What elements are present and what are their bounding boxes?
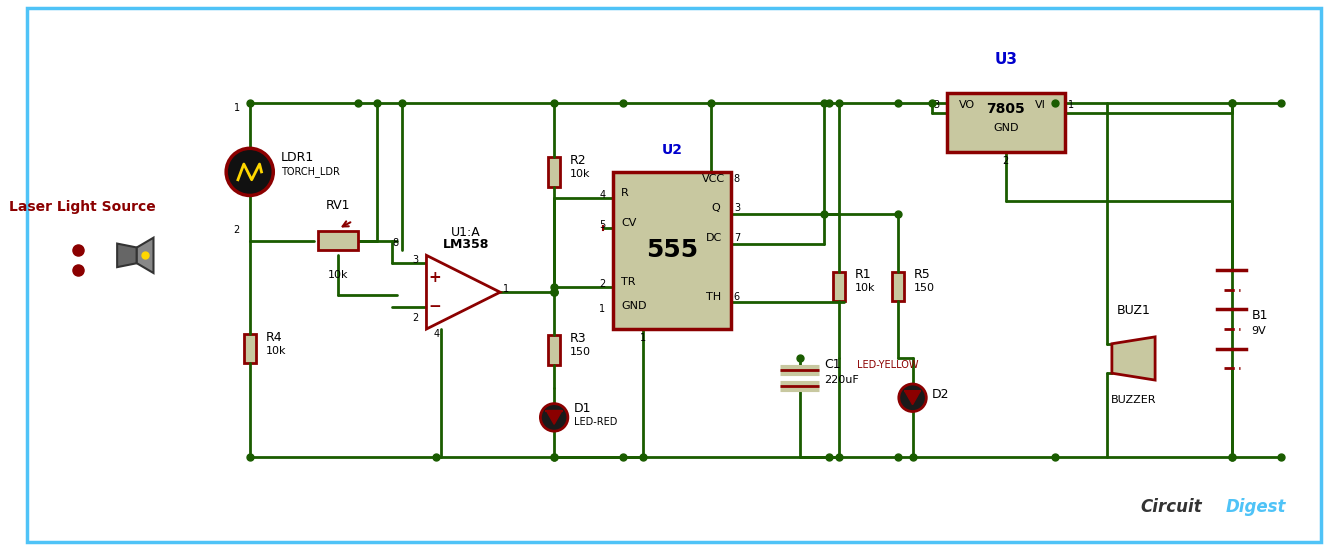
- Text: D2: D2: [932, 388, 949, 401]
- Text: R3: R3: [569, 332, 587, 345]
- Text: 5: 5: [598, 220, 605, 230]
- Text: 555: 555: [646, 239, 698, 262]
- FancyBboxPatch shape: [833, 272, 845, 301]
- Text: 2: 2: [1002, 156, 1009, 166]
- Text: 1: 1: [234, 103, 240, 113]
- Text: 2: 2: [598, 279, 605, 289]
- Text: 10k: 10k: [854, 283, 875, 293]
- Text: D1: D1: [573, 403, 592, 415]
- Text: 3: 3: [413, 255, 418, 265]
- Text: LED-RED: LED-RED: [573, 417, 617, 427]
- Circle shape: [899, 384, 927, 411]
- Text: 1: 1: [639, 333, 646, 343]
- Text: R2: R2: [569, 154, 587, 167]
- Text: 1: 1: [1067, 100, 1074, 110]
- FancyBboxPatch shape: [319, 231, 357, 250]
- Text: BUZZER: BUZZER: [1111, 395, 1156, 405]
- Text: RV1: RV1: [326, 199, 351, 212]
- Text: DC: DC: [706, 233, 723, 243]
- Text: R: R: [621, 189, 629, 199]
- Text: C1: C1: [824, 358, 841, 371]
- Text: 8: 8: [392, 238, 399, 248]
- Text: 1: 1: [598, 304, 605, 314]
- Text: VO: VO: [959, 100, 974, 110]
- Polygon shape: [426, 255, 500, 329]
- Text: BUZ1: BUZ1: [1116, 304, 1151, 317]
- FancyBboxPatch shape: [26, 8, 1321, 542]
- Text: 8: 8: [733, 174, 740, 184]
- Text: +: +: [428, 270, 441, 285]
- Polygon shape: [1112, 337, 1155, 380]
- FancyBboxPatch shape: [548, 157, 560, 186]
- FancyBboxPatch shape: [947, 94, 1064, 152]
- Text: 10k: 10k: [569, 169, 591, 179]
- Text: Digest: Digest: [1225, 498, 1286, 515]
- Text: VCC: VCC: [702, 174, 724, 184]
- Text: R5: R5: [914, 268, 931, 282]
- Text: 7: 7: [733, 233, 740, 243]
- Text: B1: B1: [1251, 309, 1268, 322]
- Text: 4: 4: [433, 329, 440, 339]
- Text: 10k: 10k: [265, 345, 286, 355]
- Text: LDR1: LDR1: [281, 151, 314, 164]
- Text: LED-YELLOW: LED-YELLOW: [857, 360, 919, 370]
- Text: U3: U3: [994, 52, 1017, 67]
- Text: 3: 3: [933, 100, 939, 110]
- Text: TH: TH: [706, 292, 722, 301]
- Text: U2: U2: [662, 143, 682, 157]
- FancyBboxPatch shape: [548, 335, 560, 365]
- FancyBboxPatch shape: [244, 334, 256, 364]
- Text: TORCH_LDR: TORCH_LDR: [281, 167, 340, 177]
- Text: 150: 150: [914, 283, 935, 293]
- Text: 150: 150: [569, 347, 591, 357]
- Polygon shape: [117, 244, 136, 267]
- Text: 10k: 10k: [328, 270, 348, 280]
- Text: Laser Light Source: Laser Light Source: [9, 200, 156, 214]
- Text: 1: 1: [503, 284, 510, 294]
- Text: 2: 2: [233, 225, 240, 235]
- Circle shape: [226, 148, 273, 195]
- Text: VI: VI: [1035, 100, 1046, 110]
- Text: 2: 2: [412, 313, 418, 323]
- Polygon shape: [136, 238, 154, 273]
- Text: R4: R4: [265, 331, 282, 344]
- Polygon shape: [547, 410, 561, 424]
- Text: LM358: LM358: [442, 238, 489, 250]
- FancyBboxPatch shape: [613, 172, 731, 329]
- Text: R1: R1: [854, 268, 871, 282]
- Text: U1:A: U1:A: [451, 226, 481, 239]
- Text: Circuit: Circuit: [1140, 498, 1202, 515]
- Text: 7805: 7805: [986, 102, 1025, 116]
- Text: GND: GND: [993, 123, 1018, 133]
- Polygon shape: [904, 391, 920, 405]
- Text: −: −: [428, 299, 441, 315]
- Text: GND: GND: [621, 301, 646, 311]
- Text: Q: Q: [711, 203, 720, 213]
- Text: 4: 4: [598, 190, 605, 200]
- Text: TR: TR: [621, 277, 636, 287]
- FancyBboxPatch shape: [892, 272, 904, 301]
- Text: 3: 3: [733, 203, 740, 213]
- Circle shape: [540, 404, 568, 431]
- Text: 6: 6: [733, 292, 740, 301]
- Text: 220uF: 220uF: [824, 375, 859, 385]
- Text: 9V: 9V: [1251, 326, 1266, 336]
- Text: CV: CV: [621, 218, 637, 228]
